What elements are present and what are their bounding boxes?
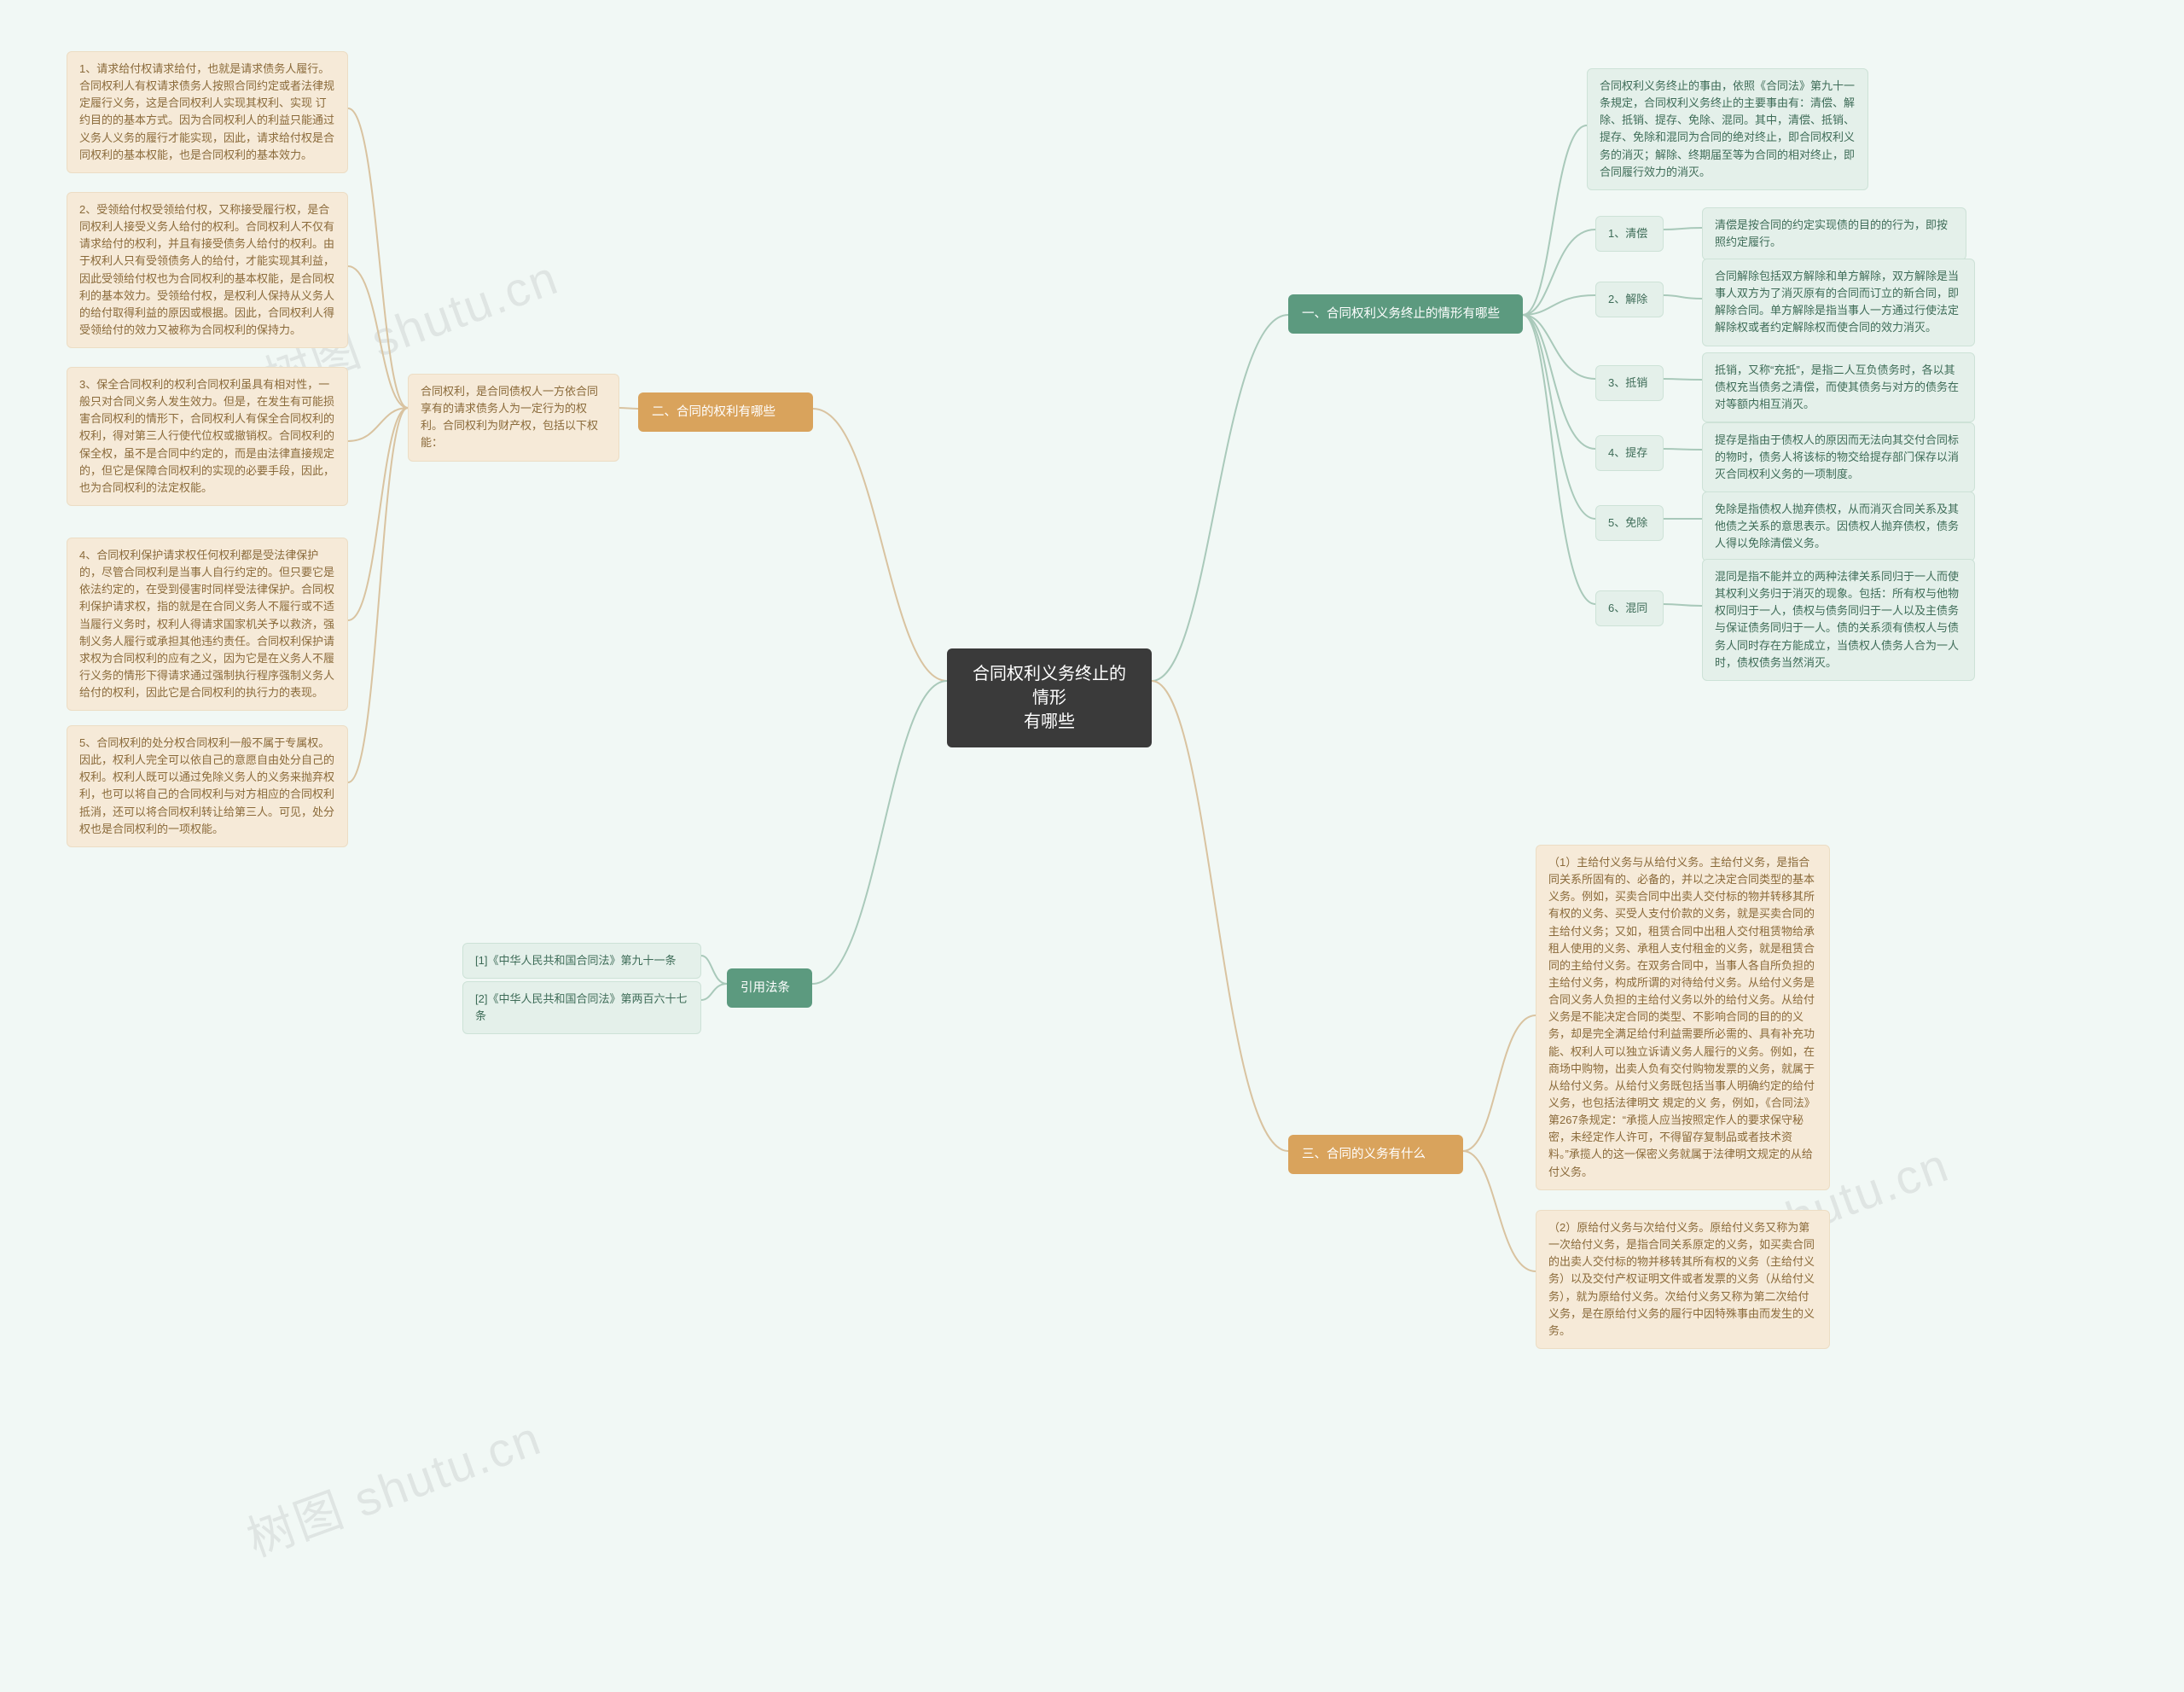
branch-2-item-3: 3、保全合同权利的权利合同权利虽具有相对性，一般只对合同义务人发生效力。但是，在… — [67, 367, 348, 506]
mindmap-root: 合同权利义务终止的情形有哪些 — [947, 648, 1152, 747]
branch-1-item-1-detail: 清偿是按合同的约定实现债的目的的行为，即按照约定履行。 — [1702, 207, 1966, 260]
branch-1-item-6: 6、混同 — [1595, 590, 1664, 626]
branch-1-item-4-detail: 提存是指由于债权人的原因而无法向其交付合同标的物时，债务人将该标的物交给提存部门… — [1702, 422, 1975, 492]
branch-1-item-5: 5、免除 — [1595, 505, 1664, 541]
branch-3-item-2: （2）原给付义务与次给付义务。原给付义务又称为第一次给付义务，是指合同关系原定的… — [1536, 1210, 1830, 1349]
branch-3: 三、合同的义务有什么 — [1288, 1135, 1463, 1174]
branch-2-item-1: 1、请求给付权请求给付，也就是请求债务人履行。合同权利人有权请求债务人按照合同约… — [67, 51, 348, 173]
branch-1-item-2: 2、解除 — [1595, 282, 1664, 317]
branch-1-item-5-detail: 免除是指债权人抛弃债权，从而消灭合同关系及其他债之关系的意思表示。因债权人抛弃债… — [1702, 491, 1975, 561]
branch-2-intro: 合同权利，是合同债权人一方依合同享有的请求债务人为一定行为的权利。合同权利为财产… — [408, 374, 619, 462]
branch-1-intro: 合同权利义务终止的事由，依照《合同法》第九十一条規定，合同权利义务终止的主要事由… — [1587, 68, 1868, 190]
branch-2-item-2: 2、受领给付权受领给付权，又称接受履行权，是合同权利人接受义务人给付的权利。合同… — [67, 192, 348, 348]
branch-4-item-1: [1]《中华人民共和国合同法》第九十一条 — [462, 943, 701, 979]
branch-1-item-3-detail: 抵销，又称“充抵”，是指二人互负债务时，各以其债权充当债务之清偿，而使其债务与对… — [1702, 352, 1975, 422]
branch-4: 引用法条 — [727, 968, 812, 1008]
branch-2-item-5: 5、合同权利的处分权合同权利一般不属于专属权。因此，权利人完全可以依自己的意愿自… — [67, 725, 348, 847]
branch-1-item-4: 4、提存 — [1595, 435, 1664, 471]
branch-1-item-3: 3、抵销 — [1595, 365, 1664, 401]
branch-2: 二、合同的权利有哪些 — [638, 392, 813, 432]
watermark: 树图 shutu.cn — [236, 1400, 549, 1571]
branch-4-item-2: [2]《中华人民共和国合同法》第两百六十七条 — [462, 981, 701, 1034]
branch-1-item-2-detail: 合同解除包括双方解除和单方解除，双方解除是当事人双方为了消灭原有的合同而订立的新… — [1702, 259, 1975, 346]
branch-1: 一、合同权利义务终止的情形有哪些 — [1288, 294, 1523, 334]
branch-1-item-6-detail: 混同是指不能并立的两种法律关系同归于一人而使其权利义务归于消灭的现象。包括：所有… — [1702, 559, 1975, 681]
branch-2-item-4: 4、合同权利保护请求权任何权利都是受法律保护的，尽管合同权利是当事人自行约定的。… — [67, 538, 348, 711]
branch-1-item-1: 1、清偿 — [1595, 216, 1664, 252]
branch-3-item-1: （1）主给付义务与从给付义务。主给付义务，是指合同关系所固有的、必备的，并以之决… — [1536, 845, 1830, 1190]
